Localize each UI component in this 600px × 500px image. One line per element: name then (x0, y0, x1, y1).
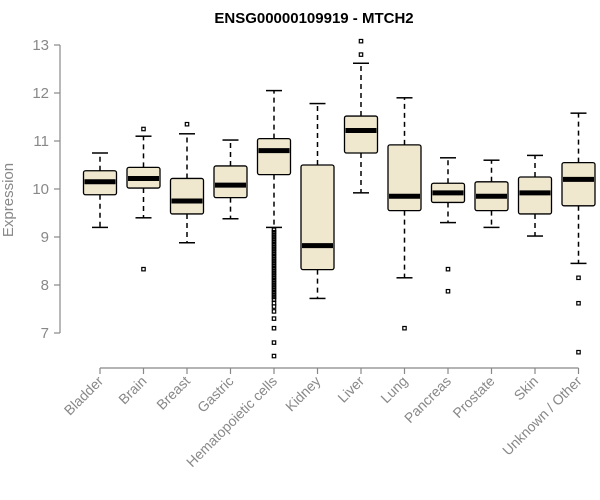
y-axis: 7 8 9 10 11 12 13 (32, 37, 61, 342)
outlier-point (271, 273, 277, 278)
outlier-point (271, 285, 277, 290)
outlier-point (271, 263, 277, 269)
x-tick-label: Lung (377, 373, 410, 406)
y-tick-label: 12 (32, 85, 49, 102)
outlier-point (141, 266, 146, 272)
outlier-point (445, 266, 451, 272)
iqr-box (300, 164, 335, 271)
outlier-point (271, 294, 277, 300)
outlier-point (271, 275, 277, 281)
y-tick-label: 9 (41, 229, 49, 246)
box-lung (387, 97, 422, 331)
iqr-box (213, 165, 248, 199)
outlier-point (271, 282, 277, 288)
box-pancreas (430, 157, 466, 294)
outlier-point (271, 316, 277, 321)
x-tick-label: Skin (511, 373, 542, 404)
box-kidney (300, 102, 335, 300)
outlier-point (576, 300, 581, 306)
box-unknown-other (561, 112, 596, 355)
outlier-point (271, 249, 277, 254)
x-tick-label: Unknown / Other (499, 373, 585, 459)
outlier-point (271, 304, 277, 309)
outlier-point (271, 261, 277, 266)
outlier-point (271, 297, 277, 302)
outlier-point (271, 265, 277, 271)
box-skin (517, 154, 553, 237)
box-gastric (213, 139, 248, 220)
outlier-point (271, 270, 277, 276)
outlier-point (271, 246, 277, 252)
outlier-point (271, 309, 277, 314)
box-breast (169, 121, 205, 244)
x-tick-label: Breast (153, 373, 193, 413)
y-axis-label: Expression (0, 163, 17, 237)
y-tick-label: 10 (32, 181, 49, 198)
outlier-point (271, 289, 277, 295)
outlier-point (271, 251, 277, 257)
box-bladder (82, 152, 118, 229)
outlier-point (271, 325, 277, 331)
iqr-box (256, 137, 292, 176)
x-tick-label: Liver (334, 373, 367, 406)
outlier-point (271, 340, 277, 345)
box-hematopoietic-cells (256, 89, 292, 359)
outlier-point (271, 229, 277, 235)
iqr-box (343, 115, 379, 154)
iqr-box (169, 177, 205, 215)
outlier-point (271, 268, 277, 273)
x-tick-label: Kidney (282, 373, 324, 415)
outlier-point (271, 292, 277, 297)
x-tick-label: Bladder (61, 373, 107, 419)
outlier-point (271, 256, 277, 261)
chart-title: ENSG00000109919 - MTCH2 (214, 10, 413, 27)
outlier-point (271, 258, 277, 264)
outlier-point (184, 121, 190, 127)
x-tick-label: Gastric (194, 373, 237, 416)
iqr-box (387, 144, 422, 212)
x-tick-label: Pancreas (401, 373, 454, 426)
outlier-point (271, 287, 277, 293)
box-liver (343, 38, 379, 194)
outlier-point (271, 234, 277, 240)
outlier-point (576, 349, 581, 355)
outlier-point (141, 126, 146, 132)
outlier-point (271, 237, 277, 242)
outlier-point (271, 239, 277, 245)
outlier-point (402, 325, 407, 331)
outlier-point (576, 275, 581, 281)
outlier-point (271, 253, 277, 259)
outlier-point (358, 52, 364, 57)
x-tick-label: Prostate (449, 373, 497, 421)
y-tick-label: 7 (41, 325, 49, 342)
box-brain (126, 126, 161, 272)
outlier-point (271, 277, 277, 283)
outlier-point (271, 244, 277, 249)
y-tick-label: 11 (33, 133, 49, 150)
iqr-box (517, 176, 553, 215)
outlier-point (271, 280, 277, 285)
outlier-point (271, 232, 277, 237)
box-prostate (474, 159, 509, 229)
y-tick-label: 8 (41, 277, 49, 294)
outlier-point (271, 241, 277, 247)
iqr-box (561, 161, 596, 207)
outlier-point (271, 227, 277, 233)
y-tick-label: 13 (32, 37, 49, 54)
outlier-point (358, 38, 364, 44)
outlier-point (445, 288, 451, 294)
boxes-layer (82, 38, 596, 359)
x-tick-label: Brain (115, 373, 149, 407)
outlier-point (271, 353, 277, 359)
